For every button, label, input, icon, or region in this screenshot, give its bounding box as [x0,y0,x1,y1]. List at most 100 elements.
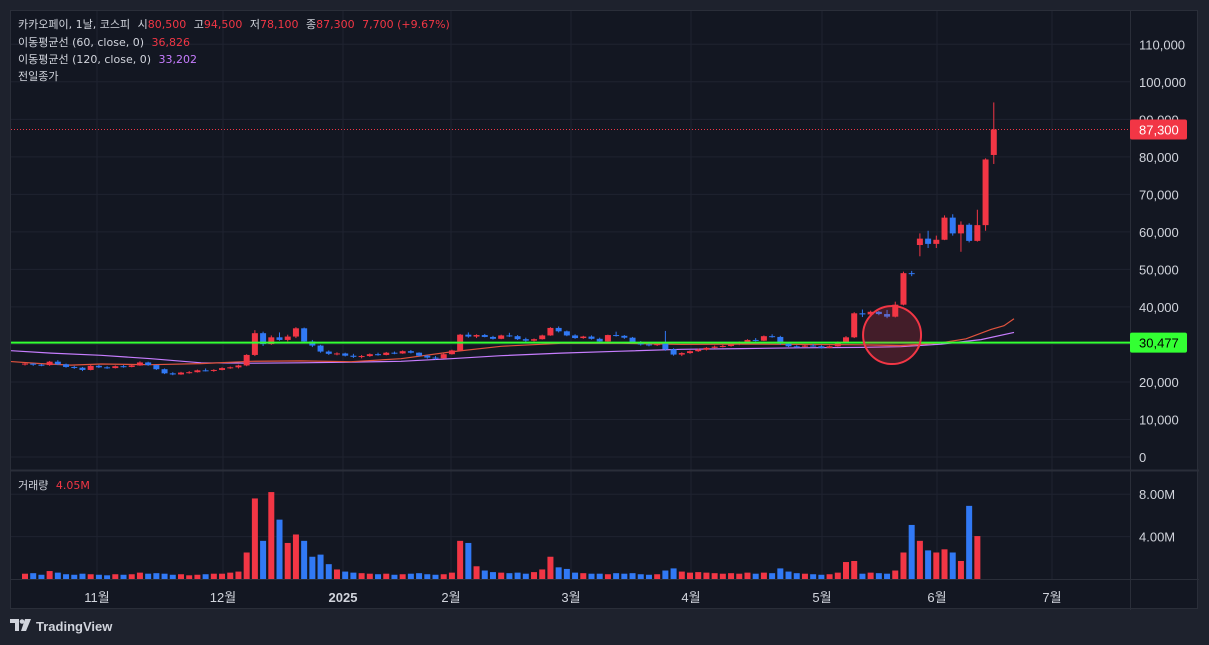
volume-bar [489,572,496,579]
candle-body [506,335,513,337]
chart-canvas[interactable]: 110,000100,00090,00080,00070,00060,00050… [11,11,1199,610]
volume-bar [251,498,258,579]
ma60-legend[interactable]: 이동평균선 (60, close, 0) 36,826 [18,35,194,51]
volume-bar [744,572,751,579]
candle-body [884,314,891,317]
candle-body [260,333,267,345]
line-badge-text: 30,477 [1139,336,1179,351]
candle-body [30,363,37,365]
volume-bar [941,549,948,579]
candle-body [120,366,127,368]
price-tick-label: 10,000 [1139,412,1179,427]
candle-body [128,365,135,367]
volume-bar [210,573,217,579]
volume-bar [760,572,767,579]
candle-body [719,345,726,347]
volume-bar [366,573,373,579]
candle-body [596,338,603,342]
candle-body [145,362,152,366]
candle-body [949,217,956,234]
volume-legend[interactable]: 거래량 4.05M [18,478,94,494]
open-label: 시 [137,18,148,31]
volume-bar [292,534,299,579]
candle-body [867,311,874,315]
candle-body [645,344,652,346]
high-label: 고 [193,18,204,31]
candle-body [900,273,907,305]
chart-frame[interactable]: 110,000100,00090,00080,00070,00060,00050… [10,10,1199,610]
volume-bar [95,574,102,579]
volume-bar [440,574,447,579]
candle-body [383,352,390,355]
ma120-line [11,331,1015,364]
volume-bar [416,573,423,579]
candle-body [235,365,242,368]
last-price-badge-text: 87,300 [1139,122,1179,137]
volume-bar [71,574,78,579]
tradingview-brand: TradingView [36,619,113,634]
volume-tick-label: 8.00M [1139,487,1175,502]
candle-body [974,225,981,241]
change-value: 7,700 (+9.67%) [362,18,450,31]
candle-body [695,349,702,352]
volume-bar [728,573,735,579]
volume-bar [219,573,226,579]
volume-bar [104,575,111,579]
candle-body [957,224,964,234]
volume-bar [481,570,488,579]
candle-body [268,337,275,345]
volume-bar [112,574,119,579]
candle-body [990,129,997,155]
ma120-legend[interactable]: 이동평균선 (120, close, 0) 33,202 [18,52,201,68]
volume-bar [260,540,267,579]
tradingview-logo[interactable]: TradingView [10,619,112,634]
volume-bar [30,573,37,579]
candle-body [177,372,184,375]
candle-body [851,313,858,338]
candle-body [703,347,710,350]
volume-bar [268,492,275,579]
prev-close-legend[interactable]: 전일종가 [18,69,62,85]
volume-bar [383,573,390,579]
candle-body [46,361,53,366]
volume-bar [752,573,759,579]
price-tick-label: 70,000 [1139,187,1179,202]
volume-bar [186,575,193,579]
volume-bar [79,573,86,579]
volume-bar [391,574,398,579]
volume-bar [399,574,406,579]
time-tick-label: 12월 [210,590,236,605]
candle-body [104,367,111,369]
candle-body [391,352,398,354]
candle-body [793,346,800,348]
candle-body [916,238,923,246]
volume-bar [801,573,808,579]
volume-bar [851,560,858,579]
candle-body [416,352,423,356]
volume-bar [161,573,168,579]
symbol-label[interactable]: 카카오페이, 1날, 코스피 [18,18,131,31]
volume-bar [457,540,464,579]
candle-body [481,335,488,337]
volume-bar [777,568,784,579]
candle-body [933,239,940,244]
volume-bar [284,542,291,579]
candle-body [752,339,759,341]
candle-body [613,335,620,337]
candle-body [325,351,332,354]
volume-bar [588,573,595,579]
volume-bar [892,570,899,579]
candle-body [966,224,973,241]
close-label: 종 [305,18,317,31]
volume-bar [522,573,529,579]
volume-bar [596,573,603,579]
volume-bar [613,573,620,579]
volume-bar [202,574,209,579]
candle-body [892,304,899,317]
volume-bar [957,560,964,579]
time-tick-label: 5월 [812,590,831,605]
volume-bar [448,572,455,579]
candle-body [604,335,611,342]
volume-bar [46,571,53,579]
volume-bar [473,566,480,579]
